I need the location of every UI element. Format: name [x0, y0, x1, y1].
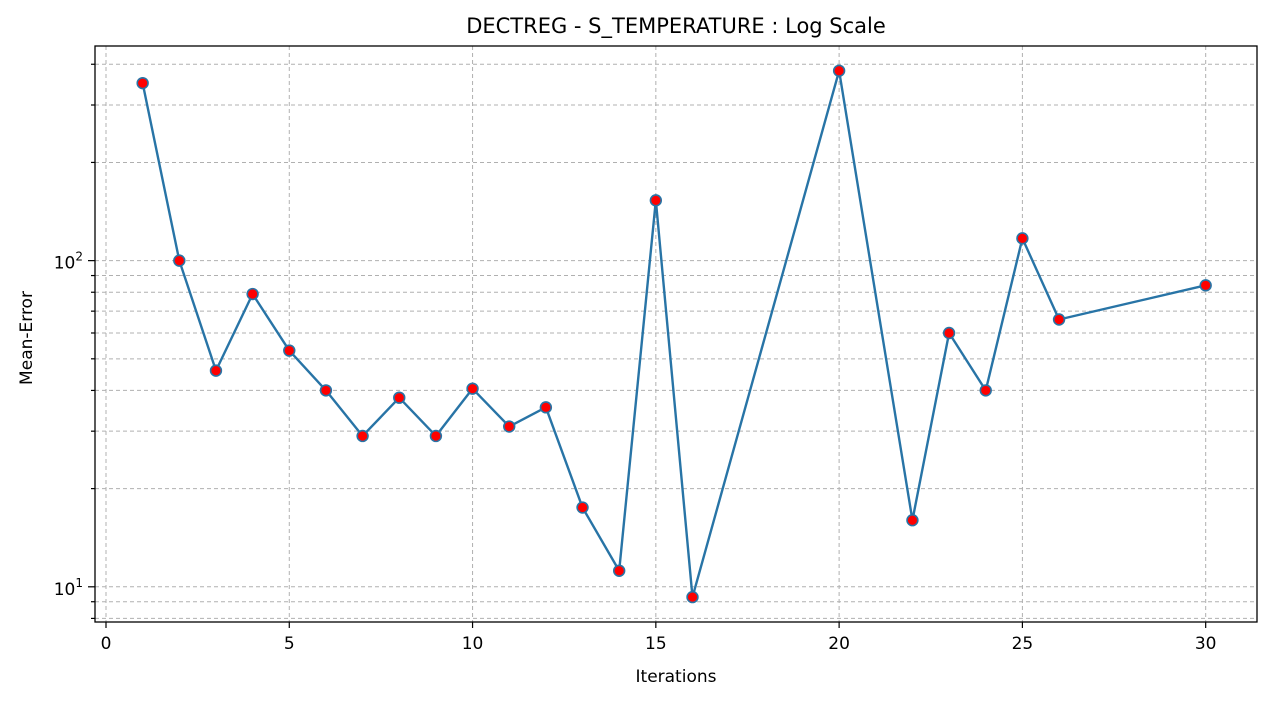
series-line — [141, 69, 1206, 599]
data-point — [832, 64, 846, 77]
x-tick-label: 0 — [101, 634, 112, 654]
plot-frame — [94, 45, 1258, 623]
data-point — [136, 76, 149, 90]
data-markers — [136, 64, 1212, 604]
data-point — [649, 194, 663, 207]
data-point — [612, 564, 626, 577]
data-point — [979, 384, 992, 397]
data-point — [429, 429, 443, 443]
y-tick-label-exponent: 2 — [75, 250, 83, 264]
data-series — [141, 69, 1206, 599]
y-tick-label-base: 10 — [54, 254, 76, 274]
data-point — [173, 254, 186, 267]
y-tick-label: 101 — [54, 576, 83, 600]
data-point — [503, 420, 516, 433]
grid-lines — [95, 46, 1257, 622]
x-tick-label: 20 — [828, 634, 850, 654]
data-point — [942, 326, 956, 340]
data-point — [393, 391, 406, 404]
x-tick-label: 30 — [1195, 634, 1217, 654]
data-point — [906, 514, 919, 527]
data-point — [1052, 313, 1066, 326]
x-tick-label: 10 — [462, 634, 484, 654]
y-axis-label: Mean-Error — [17, 291, 37, 385]
data-point — [1199, 279, 1212, 292]
data-point — [539, 401, 553, 414]
data-point — [466, 382, 479, 395]
data-point — [209, 364, 223, 377]
data-point — [686, 590, 699, 604]
data-point — [246, 287, 259, 301]
y-tick-label-base: 10 — [54, 580, 76, 600]
data-point — [1016, 232, 1029, 245]
data-point — [283, 344, 296, 357]
data-point — [319, 384, 333, 397]
y-tick-label: 102 — [54, 250, 83, 274]
chart-title: DECTREG - S_TEMPERATURE : Log Scale — [466, 14, 886, 39]
x-axis-ticks: 0 5 10 15 20 25 30 — [101, 622, 1217, 654]
x-tick-label: 5 — [284, 634, 295, 654]
y-tick-label-exponent: 1 — [75, 576, 83, 590]
x-tick-label: 25 — [1012, 634, 1034, 654]
x-axis-label: Iterations — [636, 667, 717, 687]
data-point — [356, 429, 369, 443]
x-tick-label: 15 — [645, 634, 667, 654]
data-point — [576, 501, 589, 514]
